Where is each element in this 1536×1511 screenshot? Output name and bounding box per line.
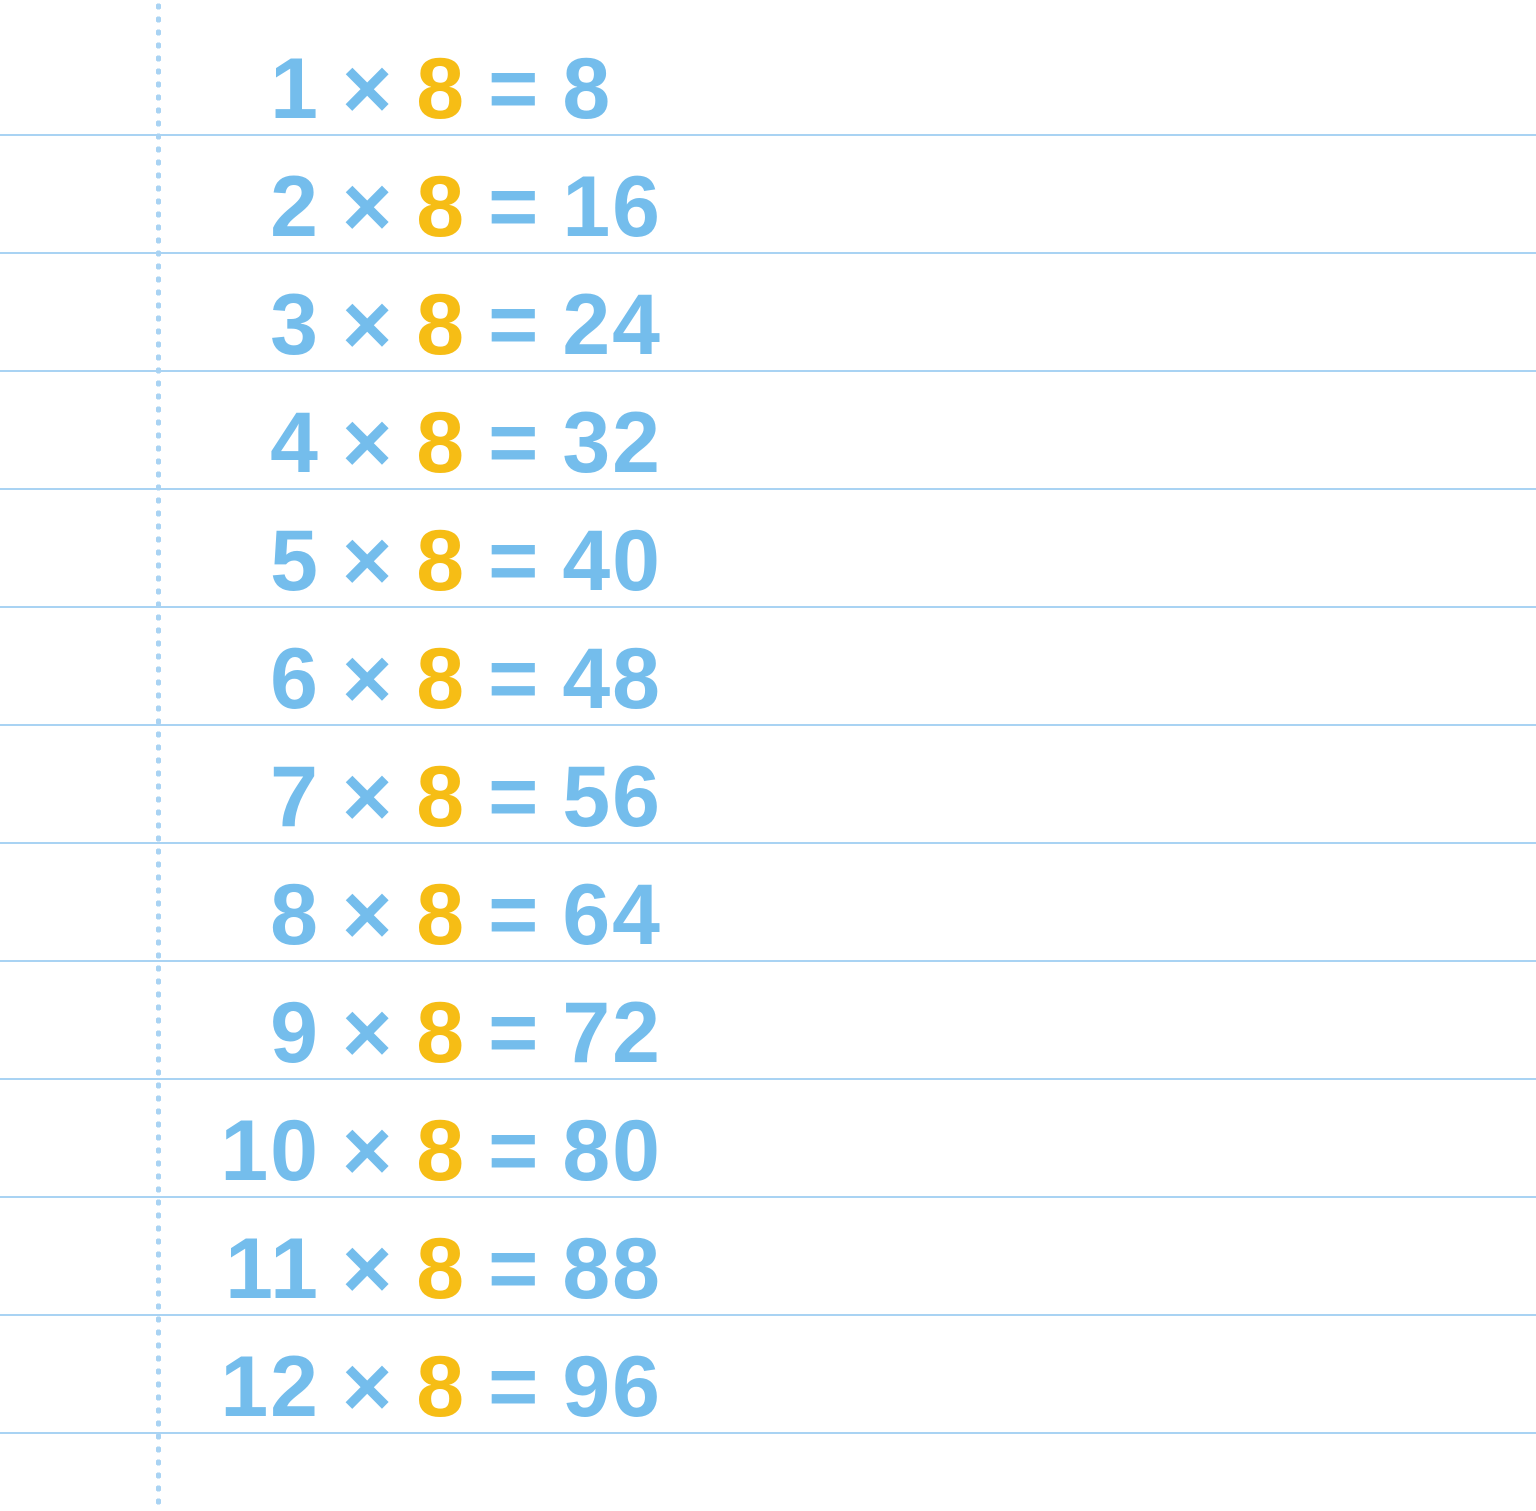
multiplier: 8 [416, 1220, 466, 1319]
multiplier: 8 [416, 276, 466, 375]
product: 8 [562, 40, 612, 139]
equation-row: 3×8=24 [0, 266, 1536, 384]
equation-row: 12×8=96 [0, 1328, 1536, 1446]
equals-sign: = [488, 1220, 540, 1319]
equation: 8×8=64 [190, 866, 662, 965]
product: 16 [562, 158, 662, 257]
product: 56 [562, 748, 662, 847]
product: 96 [562, 1338, 662, 1437]
equation: 2×8=16 [190, 158, 662, 257]
equation: 4×8=32 [190, 394, 662, 493]
equation: 3×8=24 [190, 276, 662, 375]
multiplier: 8 [416, 158, 466, 257]
multiplicand: 11 [190, 1220, 320, 1319]
multiplier: 8 [416, 984, 466, 1083]
equation-row: 4×8=32 [0, 384, 1536, 502]
times-table: 1×8=82×8=163×8=244×8=325×8=406×8=487×8=5… [0, 30, 1536, 1446]
product: 40 [562, 512, 662, 611]
equation: 9×8=72 [190, 984, 662, 1083]
product: 48 [562, 630, 662, 729]
multiplicand: 8 [190, 866, 320, 965]
equation-row: 11×8=88 [0, 1210, 1536, 1328]
equation: 12×8=96 [190, 1338, 662, 1437]
product: 88 [562, 1220, 662, 1319]
multiplier: 8 [416, 1102, 466, 1201]
equation-row: 1×8=8 [0, 30, 1536, 148]
equation-row: 10×8=80 [0, 1092, 1536, 1210]
equals-sign: = [488, 866, 540, 965]
equation-row: 2×8=16 [0, 148, 1536, 266]
equals-sign: = [488, 158, 540, 257]
multiply-sign: × [342, 158, 394, 257]
multiplicand: 6 [190, 630, 320, 729]
notebook-page: 1×8=82×8=163×8=244×8=325×8=406×8=487×8=5… [0, 0, 1536, 1511]
equals-sign: = [488, 748, 540, 847]
multiplicand: 9 [190, 984, 320, 1083]
equals-sign: = [488, 276, 540, 375]
equation-row: 8×8=64 [0, 856, 1536, 974]
equals-sign: = [488, 1102, 540, 1201]
equation: 10×8=80 [190, 1102, 662, 1201]
multiplier: 8 [416, 394, 466, 493]
product: 72 [562, 984, 662, 1083]
equation: 6×8=48 [190, 630, 662, 729]
equation: 5×8=40 [190, 512, 662, 611]
equation: 7×8=56 [190, 748, 662, 847]
multiplier: 8 [416, 1338, 466, 1437]
multiplier: 8 [416, 748, 466, 847]
product: 32 [562, 394, 662, 493]
equation-row: 6×8=48 [0, 620, 1536, 738]
equation-row: 5×8=40 [0, 502, 1536, 620]
multiplier: 8 [416, 512, 466, 611]
equation-row: 9×8=72 [0, 974, 1536, 1092]
multiply-sign: × [342, 276, 394, 375]
multiplicand: 4 [190, 394, 320, 493]
multiply-sign: × [342, 1220, 394, 1319]
equals-sign: = [488, 394, 540, 493]
multiply-sign: × [342, 1338, 394, 1437]
multiply-sign: × [342, 1102, 394, 1201]
product: 64 [562, 866, 662, 965]
multiplicand: 12 [190, 1338, 320, 1437]
multiplicand: 7 [190, 748, 320, 847]
equals-sign: = [488, 1338, 540, 1437]
equation: 11×8=88 [190, 1220, 662, 1319]
equation: 1×8=8 [190, 40, 612, 139]
multiply-sign: × [342, 512, 394, 611]
multiplier: 8 [416, 866, 466, 965]
multiply-sign: × [342, 748, 394, 847]
equals-sign: = [488, 630, 540, 729]
equals-sign: = [488, 512, 540, 611]
multiply-sign: × [342, 866, 394, 965]
multiplier: 8 [416, 40, 466, 139]
multiplicand: 3 [190, 276, 320, 375]
multiplicand: 2 [190, 158, 320, 257]
multiplier: 8 [416, 630, 466, 729]
multiplicand: 1 [190, 40, 320, 139]
equals-sign: = [488, 984, 540, 1083]
multiply-sign: × [342, 394, 394, 493]
multiplicand: 5 [190, 512, 320, 611]
equation-row: 7×8=56 [0, 738, 1536, 856]
multiply-sign: × [342, 984, 394, 1083]
multiplicand: 10 [190, 1102, 320, 1201]
equals-sign: = [488, 40, 540, 139]
multiply-sign: × [342, 630, 394, 729]
product: 24 [562, 276, 662, 375]
multiply-sign: × [342, 40, 394, 139]
product: 80 [562, 1102, 662, 1201]
